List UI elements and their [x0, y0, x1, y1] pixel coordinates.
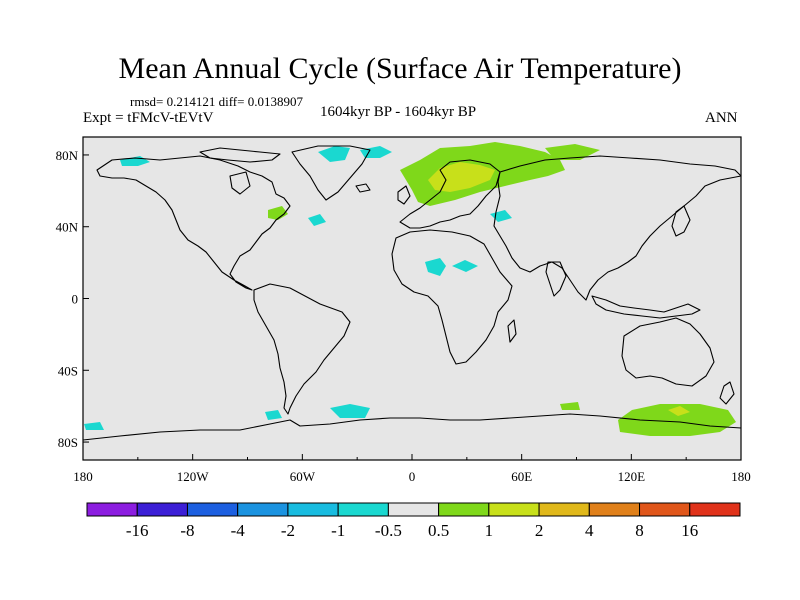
anomaly-antarctica-small — [560, 402, 580, 410]
coast-madagascar — [507, 319, 517, 343]
x-tick-label: 0 — [409, 469, 416, 484]
colorbar-label: -2 — [281, 521, 295, 540]
colorbar-label: -0.5 — [375, 521, 402, 540]
x-tick-label: 120E — [618, 469, 646, 484]
anomaly-southern-ocean-3 — [84, 422, 104, 430]
colorbar-label: 1 — [485, 521, 494, 540]
coast-british-isles — [397, 185, 411, 205]
stats-text: rmsd= 0.214121 diff= 0.0138907 — [130, 94, 303, 109]
coast-arctic-islands — [199, 147, 281, 163]
coast-hudson-bay — [229, 171, 251, 195]
colorbar-swatch — [588, 502, 641, 517]
x-tick-label: 180 — [731, 469, 751, 484]
x-tick-label: 60W — [290, 469, 316, 484]
anomaly-east-us — [268, 206, 288, 220]
colorbar-label: -16 — [126, 521, 149, 540]
axis-tick-labels: 180 120W 60W 0 60E 120E 180 80N 40N 0 40S 80S — [56, 148, 751, 484]
anomaly-greenland — [318, 146, 350, 162]
colorbar-labels: -16 -8 -4 -2 -1 -0.5 0.5 1 2 4 8 16 — [126, 521, 698, 540]
anomaly-atlantic — [308, 214, 326, 226]
colorbar-swatch — [438, 502, 490, 517]
axis-ticks — [82, 154, 742, 460]
anomaly-antarctica-core — [668, 406, 690, 416]
experiment-label: Expt = tFMcV-tEVtV — [83, 110, 214, 126]
season-label: ANN — [705, 110, 738, 126]
anomaly-antarctica — [618, 404, 736, 436]
colorbar-swatch — [387, 502, 440, 517]
colorbar-swatch — [337, 502, 389, 517]
y-tick-label: 80S — [58, 435, 78, 450]
anomaly-southern-ocean — [330, 404, 370, 418]
coast-japan — [671, 205, 691, 237]
colorbar-swatch — [287, 502, 339, 517]
y-tick-label: 0 — [72, 292, 79, 307]
colorbar-label: 2 — [535, 521, 544, 540]
colorbar-label: 4 — [585, 521, 594, 540]
coast-africa — [391, 229, 513, 365]
colorbar-swatch — [488, 502, 540, 517]
colorbar-swatch — [86, 502, 138, 517]
anomaly-north-africa — [425, 258, 446, 276]
colorbar-label: 8 — [635, 521, 644, 540]
coast-india — [545, 261, 567, 297]
y-tick-label: 40S — [58, 363, 78, 378]
anomaly-north-africa-2 — [452, 260, 478, 272]
period-label: 1604kyr BP - 1604kyr BP — [320, 104, 477, 120]
colorbar-swatch — [136, 502, 188, 517]
coast-australia — [621, 317, 715, 387]
coast-asia — [493, 155, 741, 301]
coast-south-america — [253, 283, 351, 415]
coast-indonesia — [591, 295, 701, 319]
chart-title: Mean Annual Cycle (Surface Air Temperatu… — [118, 52, 682, 85]
anomaly-scandinavia-core — [428, 162, 495, 192]
colorbar-label: 16 — [681, 521, 698, 540]
coast-europe — [399, 159, 501, 229]
coast-north-america — [96, 155, 291, 291]
y-tick-label: 40N — [56, 220, 79, 235]
colorbar-swatch — [186, 502, 239, 517]
y-tick-label: 80N — [56, 148, 79, 163]
anomaly-arctic-cyan — [360, 146, 392, 158]
colorbar-label: -1 — [331, 521, 345, 540]
colorbar-swatch — [639, 502, 691, 517]
coast-antarctica — [83, 413, 741, 441]
anomaly-southern-ocean-2 — [265, 410, 282, 420]
colorbar-swatch — [689, 502, 741, 517]
colorbar-swatch — [237, 502, 289, 517]
coast-greenland — [291, 145, 371, 201]
colorbar-label: -4 — [231, 521, 246, 540]
x-tick-label: 60E — [511, 469, 532, 484]
colorbar-label: 0.5 — [428, 521, 449, 540]
coast-iceland — [355, 183, 371, 193]
x-tick-label: 120W — [177, 469, 210, 484]
anomaly-arctic-green — [545, 144, 600, 160]
colorbar-label: -8 — [180, 521, 194, 540]
coastlines — [83, 145, 741, 441]
colorbar-swatch — [538, 502, 590, 517]
colorbar — [86, 502, 741, 517]
map-background — [83, 137, 741, 460]
coast-new-zealand — [719, 381, 735, 405]
x-tick-label: 180 — [73, 469, 93, 484]
